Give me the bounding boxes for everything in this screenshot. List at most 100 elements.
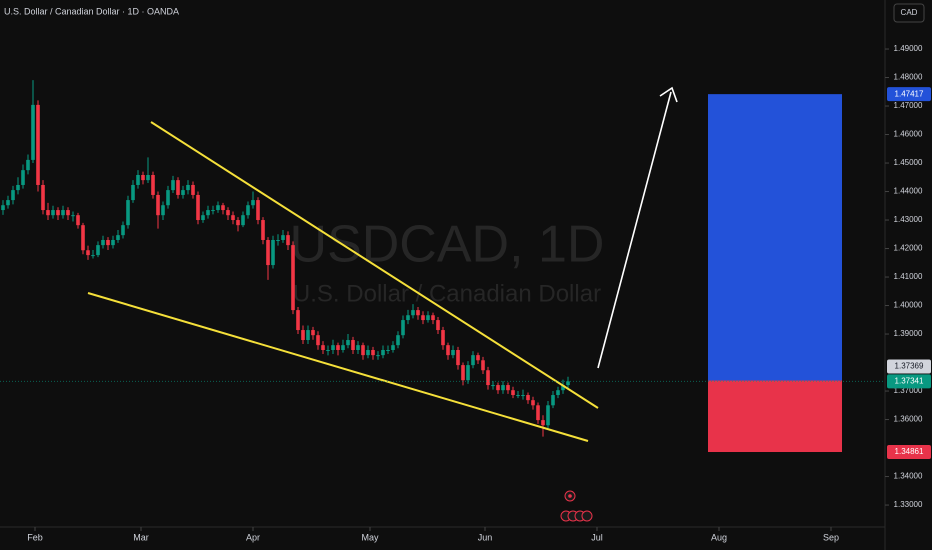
candle-body <box>201 215 205 221</box>
candle-body <box>491 385 495 387</box>
candle-body <box>361 345 365 356</box>
candle-body <box>341 345 345 351</box>
candle-body <box>126 200 130 226</box>
chart-title: U.S. Dollar / Canadian Dollar · 1D · OAN… <box>4 6 179 16</box>
y-tick-label: 1.46000 <box>894 130 923 139</box>
stop-price-tag: 1.34861 <box>895 447 924 456</box>
event-icons <box>560 490 593 522</box>
candle-body <box>466 365 470 381</box>
candle-body <box>311 330 315 336</box>
candle-body <box>251 200 255 206</box>
candle-body <box>556 390 560 396</box>
candle-body <box>496 385 500 391</box>
candle-body <box>286 235 290 246</box>
candle-body <box>91 255 95 257</box>
candle-body <box>346 340 350 346</box>
candle-body <box>171 180 175 191</box>
candle-body <box>356 345 360 351</box>
candle-body <box>541 420 545 426</box>
candle-body <box>441 330 445 346</box>
last-price-tag: 1.37341 <box>895 376 924 385</box>
target-price-tag-bg <box>887 87 931 102</box>
candle-body <box>31 104 35 160</box>
y-tick-label: 1.34000 <box>894 472 923 481</box>
y-tick-label: 1.44000 <box>894 187 923 196</box>
candle-body <box>531 400 535 406</box>
candle-body <box>246 205 250 216</box>
candle-body <box>316 335 320 346</box>
candle-body <box>21 170 25 185</box>
candle-body <box>56 210 60 216</box>
candle-body <box>431 315 435 321</box>
watermark-subtitle: U.S. Dollar / Canadian Dollar <box>293 280 601 307</box>
candle-body <box>331 345 335 351</box>
candle-body <box>131 184 135 201</box>
candle-body <box>306 330 310 341</box>
candle-body <box>1 205 5 211</box>
last-price-tag-bg <box>887 374 931 389</box>
candle-body <box>561 385 565 391</box>
candle-body <box>176 180 180 195</box>
y-tick-label: 1.37000 <box>894 386 923 395</box>
event-icon-dot <box>568 494 572 498</box>
candle-body <box>396 335 400 346</box>
candle-body <box>326 350 330 352</box>
candle-body <box>236 220 240 226</box>
candle-body <box>566 381 570 386</box>
currency[interactable]: CAD <box>901 8 918 17</box>
y-tick-label: 1.49000 <box>894 44 923 53</box>
candle-body <box>521 395 525 397</box>
candle-body <box>321 345 325 351</box>
candle-body <box>381 350 385 356</box>
candle-body <box>206 210 210 216</box>
entry-price-tag-bg <box>887 359 931 374</box>
y-tick-label: 1.33000 <box>894 500 923 509</box>
candle-body <box>276 239 280 241</box>
candle-body <box>6 200 10 206</box>
y-tick-label: 1.36000 <box>894 415 923 424</box>
candle-body <box>456 350 460 366</box>
watermark: USDCAD, 1D <box>290 216 605 274</box>
candle-body <box>141 175 145 181</box>
x-tick-label: Apr <box>246 532 260 542</box>
candle-body <box>536 405 540 421</box>
candle-body <box>161 205 165 216</box>
candle-body <box>66 210 70 216</box>
candle-body <box>146 175 150 181</box>
candle-body <box>426 315 430 321</box>
y-tick-label: 1.48000 <box>894 73 923 82</box>
target-price-tag: 1.47417 <box>895 89 924 98</box>
candle-body <box>156 194 160 216</box>
candle-body <box>96 245 100 256</box>
candle-body <box>421 315 425 321</box>
candle-body <box>461 365 465 381</box>
candle-body <box>266 239 270 266</box>
entry-price-tag: 1.37369 <box>895 362 924 371</box>
upper-trendline <box>150 121 599 409</box>
x-tick-label: May <box>361 532 379 542</box>
candle-body <box>366 350 370 356</box>
candle-body <box>51 210 55 216</box>
candle-body <box>11 190 15 201</box>
candle-body <box>71 215 75 217</box>
loss-zone <box>708 380 842 453</box>
candle-body <box>486 370 490 386</box>
candle-body <box>101 239 105 246</box>
candle-body <box>406 315 410 321</box>
candle-body <box>116 235 120 240</box>
event-icon[interactable] <box>581 510 593 522</box>
x-tick-label: Mar <box>133 532 149 542</box>
candle-body <box>81 225 85 251</box>
candle-body <box>446 345 450 356</box>
candle-body <box>61 210 65 216</box>
candle-body <box>36 104 40 185</box>
candle-body <box>191 184 195 195</box>
candle-body <box>26 159 30 171</box>
candle-body <box>281 235 285 240</box>
currency-box[interactable] <box>893 3 925 23</box>
candle-body <box>41 184 45 211</box>
candle-body <box>551 395 555 406</box>
candle-body <box>296 310 300 331</box>
y-tick-label: 1.45000 <box>894 158 923 167</box>
